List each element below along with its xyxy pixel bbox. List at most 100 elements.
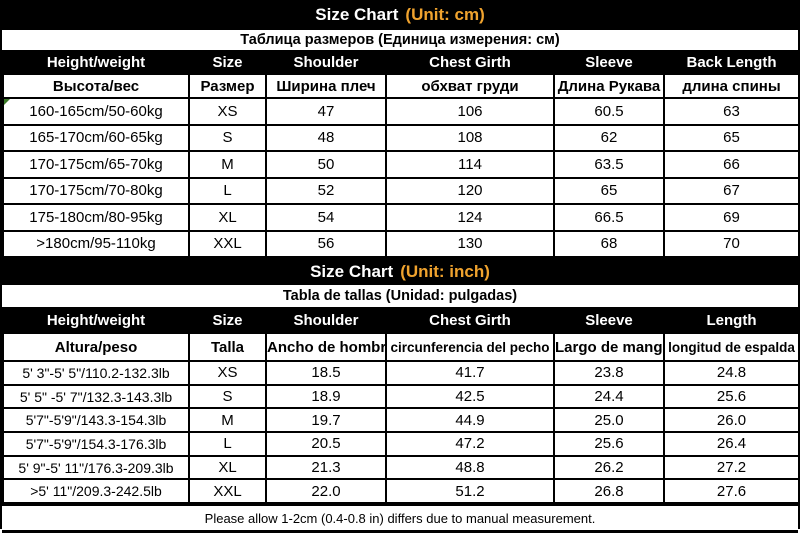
data-cell: XS [188,360,267,386]
inch-size-table: Height/weight Size Shoulder Chest Girth … [2,307,800,505]
cm-subheader-row: Высота/вес Размер Ширина плеч обхват гру… [2,73,800,99]
data-cell: 66 [663,150,800,179]
data-cell: 42.5 [385,383,555,410]
data-cell: 165-170cm/60-65kg [2,123,190,152]
table-row: 5' 5" -5' 7"/132.3-143.3lb S 18.9 42.5 2… [2,383,800,410]
data-cell: M [188,150,267,179]
data-cell: M [188,407,267,434]
data-cell: 170-175cm/70-80kg [2,176,190,205]
header-cell: Sleeve [553,307,665,334]
data-cell: 47.2 [385,431,555,457]
inch-unit-label: (Unit: inch) [400,261,490,281]
data-cell: 48 [265,123,387,152]
data-cell: 69 [663,203,800,232]
inch-subheader-row: Altura/peso Talla Ancho de hombro circun… [2,332,800,362]
data-cell: 160-165cm/50-60kg [2,97,190,126]
data-cell: 27.2 [663,454,800,481]
data-cell: 106 [385,97,555,126]
data-cell: 54 [265,203,387,232]
header-cell: Sleeve [553,50,665,75]
data-cell: L [188,431,267,457]
data-cell: 56 [265,229,387,258]
table-row: >180cm/95-110kg XXL 56 130 68 70 [2,229,800,258]
table-row: 170-175cm/70-80kg L 52 120 65 67 [2,176,800,205]
header-cell: Shoulder [265,50,387,75]
data-cell: 21.3 [265,454,387,481]
subheader-cell: Размер [188,73,267,99]
data-cell: 62 [553,123,665,152]
data-cell: 47 [265,97,387,126]
data-cell: 5' 9"-5' 11"/176.3-209.3lb [2,454,190,481]
data-cell: 48.8 [385,454,555,481]
header-cell: Shoulder [265,307,387,334]
data-cell: 20.5 [265,431,387,457]
cell-text: 160-165cm/50-60kg [29,102,163,120]
subheader-cell: longitud de espalda [663,332,800,362]
data-cell: 26.0 [663,407,800,434]
data-cell: 18.9 [265,383,387,410]
data-cell: 65 [553,176,665,205]
data-cell: 26.8 [553,478,665,505]
data-cell: 25.6 [663,383,800,410]
data-cell: XL [188,203,267,232]
data-cell: 26.2 [553,454,665,481]
header-cell: Height/weight [2,50,190,75]
data-cell: 66.5 [553,203,665,232]
subheader-cell: Largo de manga [553,332,665,362]
table-row: 175-180cm/80-95kg XL 54 124 66.5 69 [2,203,800,232]
data-cell: XXL [188,229,267,258]
subheader-cell: Ширина плеч [265,73,387,99]
header-cell: Height/weight [2,307,190,334]
data-cell: 175-180cm/80-95kg [2,203,190,232]
data-cell: 67 [663,176,800,205]
data-cell: 51.2 [385,478,555,505]
subheader-cell: Altura/peso [2,332,190,362]
cm-title: Size Chart [315,5,399,24]
data-cell: XL [188,454,267,481]
inch-header-row: Height/weight Size Shoulder Chest Girth … [2,307,800,334]
data-cell: 108 [385,123,555,152]
data-cell: 24.4 [553,383,665,410]
data-cell: S [188,383,267,410]
data-cell: 52 [265,176,387,205]
data-cell: 24.8 [663,360,800,386]
data-cell: 27.6 [663,478,800,505]
cm-subtitle-russian: Таблица размеров (Единица измерения: см) [2,30,798,50]
data-cell: 19.7 [265,407,387,434]
subheader-cell: circunferencia del pecho [385,332,555,362]
inch-section-title-bar: Size Chart (Unit: inch) [2,258,798,285]
data-cell: 5'7"-5'9"/143.3-154.3lb [2,407,190,434]
data-cell: >5' 11"/209.3-242.5lb [2,478,190,505]
data-cell: 65 [663,123,800,152]
data-cell: 41.7 [385,360,555,386]
header-cell: Length [663,307,800,334]
data-cell: 26.4 [663,431,800,457]
data-cell: 60.5 [553,97,665,126]
data-cell: 120 [385,176,555,205]
subheader-cell: обхват груди [385,73,555,99]
data-cell: S [188,123,267,152]
data-cell: 68 [553,229,665,258]
data-cell: 50 [265,150,387,179]
data-cell: 5' 5" -5' 7"/132.3-143.3lb [2,383,190,410]
data-cell: XXL [188,478,267,505]
cm-size-table: Height/weight Size Shoulder Chest Girth … [2,50,800,258]
data-cell: 63.5 [553,150,665,179]
table-row: 5' 9"-5' 11"/176.3-209.3lb XL 21.3 48.8 … [2,454,800,481]
header-cell: Chest Girth [385,307,555,334]
subheader-cell: Длина Рукава [553,73,665,99]
table-row: >5' 11"/209.3-242.5lb XXL 22.0 51.2 26.8… [2,478,800,505]
header-cell: Chest Girth [385,50,555,75]
table-row: 170-175cm/65-70kg M 50 114 63.5 66 [2,150,800,179]
data-cell: 25.6 [553,431,665,457]
data-cell: 18.5 [265,360,387,386]
inch-subtitle-spanish: Tabla de tallas (Unidad: pulgadas) [2,285,798,307]
table-row: 5'7"-5'9"/143.3-154.3lb M 19.7 44.9 25.0… [2,407,800,434]
data-cell: 22.0 [265,478,387,505]
data-cell: XS [188,97,267,126]
subheader-cell: длина спины [663,73,800,99]
data-cell: 5'7"-5'9"/154.3-176.3lb [2,431,190,457]
subheader-cell: Высота/вес [2,73,190,99]
data-cell: 130 [385,229,555,258]
